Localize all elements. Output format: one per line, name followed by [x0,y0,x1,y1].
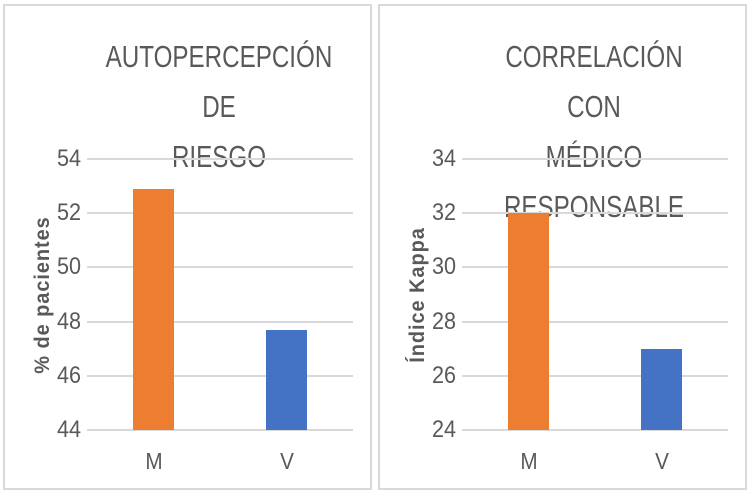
gridline [87,266,353,269]
gridline [87,212,353,215]
gridline [87,320,353,323]
bar-m [508,213,549,430]
y-tick-label: 24 [431,416,456,443]
y-tick-label: 28 [431,307,456,335]
y-tick-label: 46 [56,361,81,389]
chart-title: CORRELACIÓN CON MÉDICO RESPONSABLE [503,39,685,224]
x-category-label: V [279,448,294,474]
y-tick-label: 54 [56,145,81,172]
y-tick-label: 32 [431,199,456,227]
y-tick-label: 26 [431,361,456,389]
y-tick-label: 50 [56,253,81,281]
y-axis-label: % de pacientes [31,215,54,374]
x-category-label: M [519,448,538,474]
gridline [462,429,728,431]
gridline [87,158,353,160]
gridline [87,429,353,431]
gridline [462,212,728,215]
y-tick-label: 30 [431,253,456,281]
bar-m [133,188,174,430]
y-tick-label: 48 [56,307,81,335]
chart-panel-correlacion-con-medico-responsable: CORRELACIÓN CON MÉDICO RESPONSABLE 24 26 28… [378,4,747,490]
bar-v [641,348,682,430]
y-axis-label: Índice Kappa [406,226,429,363]
gridline [462,374,728,377]
chart-title: AUTOPERCEPCIÓN DE RIESGO [105,39,333,174]
y-tick-label: 44 [56,416,81,443]
bar-v [266,329,307,430]
gridline [462,320,728,323]
chart-panel-autopercepcion-de-riesgo: AUTOPERCEPCIÓN DE RIESGO 44 46 48 50 52 54 % de… [3,4,372,490]
y-tick-label: 34 [431,145,456,172]
y-tick-label: 52 [56,199,81,227]
gridline [462,158,728,160]
x-category-label: V [654,448,669,474]
x-category-label: M [144,448,163,474]
gridline [462,266,728,269]
gridline [87,374,353,377]
